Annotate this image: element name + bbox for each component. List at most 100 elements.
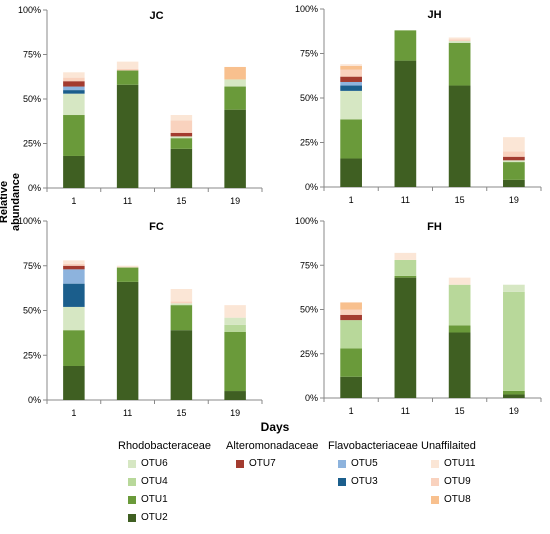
y-tick-label: 100% [18,5,41,15]
bar-segment-otu4 [340,320,362,349]
bar-segment-otu6 [503,160,525,163]
panel-jc: 0%25%50%75%100% JC1 11 15 19 [18,5,263,206]
bar-segment-otu1 [340,348,362,377]
bar-segment-otu11 [116,61,139,69]
legend-swatch [128,495,136,504]
bar-segment-otu11 [448,277,471,285]
legend-swatch [128,513,136,522]
legend-group-title: Unaffilaited [421,440,476,452]
bar-segment-otu1 [448,42,471,86]
legend-item-otu6: OTU6 [128,458,168,469]
bar-segment-otu4 [394,259,417,276]
bar-segment-otu9 [340,309,362,315]
bar-segment-otu11 [394,252,417,260]
bar-segment-otu9 [448,39,471,42]
bar-segment-otu6 [170,303,193,306]
bar-segment-otu1 [170,305,193,331]
bar-segment-otu2 [340,158,362,187]
legend-swatch [338,477,346,486]
x-tick-label: 19 [509,195,519,205]
x-tick-label: 11 [401,195,410,205]
x-tick-label: 1 [71,408,76,418]
y-tick-label: 0% [28,395,41,405]
bar-segment-otu9 [116,68,139,71]
x-tick-label: 19 [230,408,240,418]
x-tick-label: 15 [176,196,186,206]
legend-label: OTU1 [141,494,168,505]
bar-segment-otu1 [224,86,246,110]
legend-label: OTU9 [444,476,471,487]
bar-segment-otu11 [340,64,362,66]
bar-segment-otu2 [63,365,85,400]
y-tick-label: 75% [300,260,318,270]
bar-segment-otu8 [224,66,246,80]
panel-title: JC [149,10,163,22]
bar-segment-otu1 [503,162,525,180]
bar-segment-otu2 [224,391,246,400]
legend-swatch [338,459,346,468]
bar-segment-otu11 [448,37,471,40]
x-axis-label: Days [260,420,290,434]
bar-segment-otu11 [503,137,525,152]
legend-label: OTU4 [141,476,168,487]
legend-swatch [431,495,439,504]
x-tick-label: 1 [349,406,354,416]
bar-segment-otu6 [503,284,525,292]
bar-segment-otu2 [63,155,85,188]
x-tick-label: 1 [71,196,76,206]
bar-segment-otu1 [116,70,139,85]
y-tick-label: 50% [23,94,41,104]
legend-swatch [431,477,439,486]
bar-segment-otu1 [63,115,85,156]
y-axis-label: Relative abundance [0,172,22,232]
bar-segment-otu7 [63,81,85,87]
legend-item-otu11: OTU11 [431,458,476,469]
bar-segment-otu8 [340,302,362,310]
x-tick-label: 11 [123,196,132,206]
bar-segment-otu2 [503,394,525,398]
y-tick-label: 0% [305,393,318,403]
y-tick-label: 0% [305,182,318,192]
panel-fh: 0%25%50%75%100% FH1 11 15 19 [295,216,542,416]
y-tick-label: 25% [300,138,318,148]
bar-segment-otu1 [394,275,417,278]
legend-swatch [128,459,136,468]
bar-segment-otu1 [340,119,362,159]
y-tick-label: 100% [18,216,41,226]
bar-segment-otu6 [224,79,246,87]
legend-group-title: Flavobacteriaceae [328,440,418,452]
bar-segment-otu7 [503,156,525,161]
legend-label: OTU8 [444,494,471,505]
bar-segment-otu9 [63,77,85,82]
legend-swatch [431,459,439,468]
bar-segment-otu2 [448,85,471,187]
bar-segment-otu7 [63,265,85,270]
bar-segment-otu1 [116,267,139,282]
bar-segment-otu2 [170,148,193,188]
x-tick-label: 15 [455,406,465,416]
chart-area: 0%25%50%75%100% JC1 11 15 190%25%50%75%100% J… [18,4,542,418]
bar-segment-otu11 [170,289,193,302]
x-tick-label: 19 [230,196,240,206]
y-tick-label: 50% [300,305,318,315]
panel-title: JH [427,9,441,21]
bar-segment-otu6 [63,93,85,116]
bar-segment-otu2 [448,332,471,398]
legend-label: OTU2 [141,512,168,523]
y-tick-label: 75% [23,50,41,60]
bar-segment-otu4 [448,284,471,326]
y-tick-label: 100% [295,4,318,14]
bar-segment-otu2 [170,330,193,400]
y-tick-label: 25% [23,139,41,149]
x-tick-label: 15 [455,195,465,205]
x-tick-label: 1 [349,195,354,205]
legend-item-otu1: OTU1 [128,494,168,505]
bar-segment-otu11 [63,72,85,78]
legend-item-otu9: OTU9 [431,476,471,487]
bar-segment-otu2 [224,109,246,188]
bar-segment-otu6 [340,90,362,120]
bar-segment-otu11 [170,115,193,121]
bar-segment-otu1 [503,390,525,395]
legend-swatch [128,477,136,486]
legend-label: OTU6 [141,458,168,469]
